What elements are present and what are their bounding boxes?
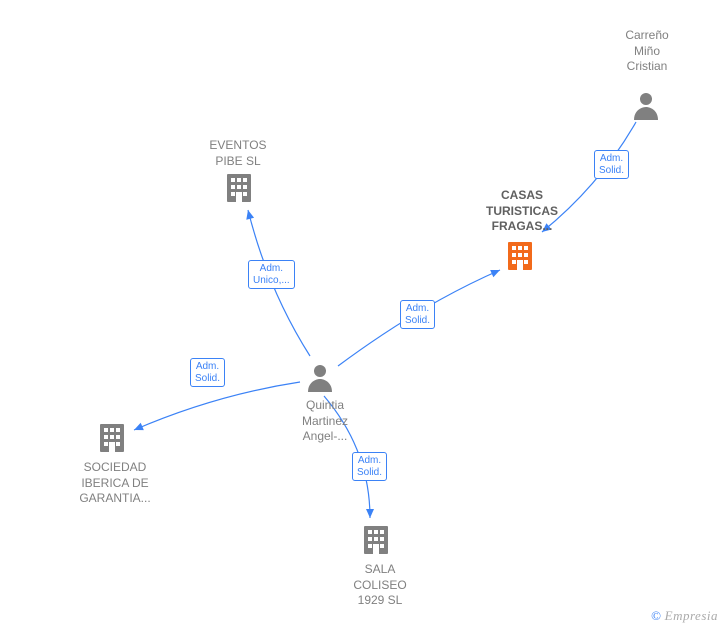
edge-label-quintia-sociedad: Adm. Solid. <box>190 358 225 387</box>
building-icon <box>362 524 390 556</box>
node-label-carreno: Carreño Miño Cristian <box>612 28 682 75</box>
node-label-quintia: Quintia Martinez Angel-... <box>290 398 360 445</box>
edge-label-carreno-casas: Adm. Solid. <box>594 150 629 179</box>
edge-label-quintia-sala: Adm. Solid. <box>352 452 387 481</box>
edge-label-quintia-eventos: Adm. Unico,... <box>248 260 295 289</box>
node-label-sala: SALA COLISEO 1929 SL <box>340 562 420 609</box>
node-label-sociedad: SOCIEDAD IBERICA DE GARANTIA... <box>70 460 160 507</box>
building-icon <box>98 422 126 454</box>
building-icon <box>225 172 253 204</box>
node-label-eventos: EVENTOS PIBE SL <box>198 138 278 169</box>
node-label-casas: CASAS TURISTICAS FRAGAS... <box>467 188 577 235</box>
brand-name: Empresia <box>665 608 718 623</box>
building-icon <box>506 240 534 272</box>
person-icon <box>632 90 660 120</box>
edge-label-quintia-casas: Adm. Solid. <box>400 300 435 329</box>
copyright-symbol: © <box>651 608 661 623</box>
watermark: © Empresia <box>651 608 718 624</box>
person-icon <box>306 362 334 392</box>
